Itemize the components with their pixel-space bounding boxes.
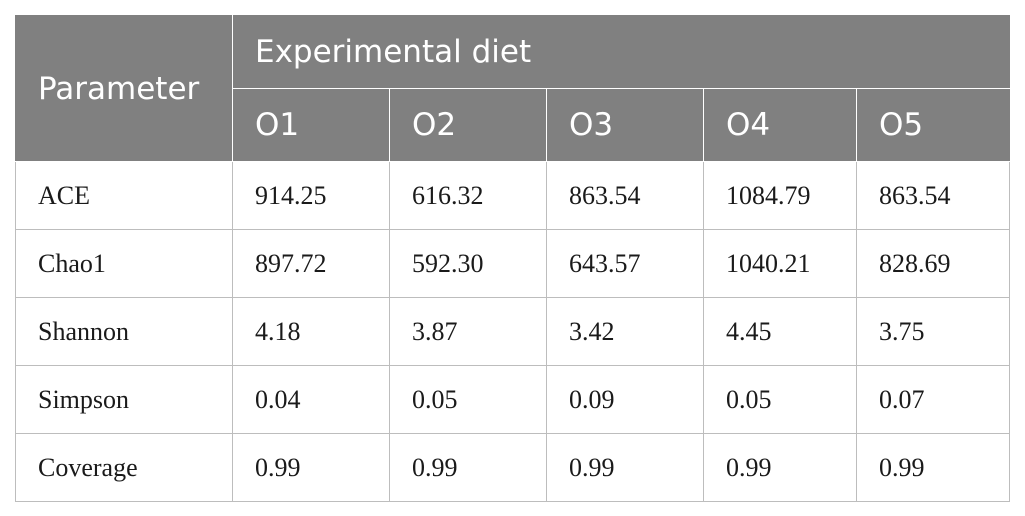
table-cell: 863.54: [546, 161, 704, 230]
table-cell: 0.99: [389, 433, 547, 502]
table-body: ACE 914.25 616.32 863.54 1084.79 863.54 …: [15, 161, 1011, 502]
header-col-o4: O4: [703, 88, 857, 162]
table-cell: 3.87: [389, 297, 547, 366]
table-cell: 0.07: [855, 365, 1011, 434]
header-col-o1: O1: [232, 88, 390, 162]
table-cell: 3.42: [546, 297, 704, 366]
header-col-o3: O3: [546, 88, 704, 162]
header-row-group: Parameter Experimental diet: [15, 15, 1011, 162]
table-cell: 0.09: [546, 365, 704, 434]
table-cell: 914.25: [232, 161, 390, 230]
table-row: Simpson 0.04 0.05 0.09 0.05 0.07: [15, 365, 1011, 434]
table-cell: 0.99: [703, 433, 857, 502]
table-cell: 592.30: [389, 229, 547, 298]
row-label: ACE: [15, 161, 233, 230]
table-cell: 0.05: [703, 365, 857, 434]
data-table-container: Parameter Experimental diet O1 O2 O3 O4 …: [15, 15, 1011, 502]
table-header: Parameter Experimental diet O1 O2 O3 O4 …: [15, 15, 1011, 162]
table-cell: 1040.21: [703, 229, 857, 298]
table-cell: 0.99: [855, 433, 1011, 502]
table-row: ACE 914.25 616.32 863.54 1084.79 863.54: [15, 161, 1011, 230]
header-col-o5: O5: [855, 88, 1011, 162]
table-cell: 897.72: [232, 229, 390, 298]
row-label: Simpson: [15, 365, 233, 434]
table-cell: 1084.79: [703, 161, 857, 230]
row-label: Chao1: [15, 229, 233, 298]
table-cell: 0.99: [232, 433, 390, 502]
header-row-columns: O1 O2 O3 O4 O5: [16, 88, 1011, 162]
row-label: Shannon: [15, 297, 233, 366]
table-cell: 828.69: [855, 229, 1011, 298]
table-cell: 0.04: [232, 365, 390, 434]
table-cell: 4.18: [232, 297, 390, 366]
table-row: Chao1 897.72 592.30 643.57 1040.21 828.6…: [15, 229, 1011, 298]
table-cell: 0.05: [389, 365, 547, 434]
table-cell: 0.99: [546, 433, 704, 502]
header-col-o2: O2: [389, 88, 547, 162]
header-parameter: Parameter: [15, 15, 233, 162]
data-table: Parameter Experimental diet O1 O2 O3 O4 …: [15, 15, 1011, 502]
table-cell: 4.45: [703, 297, 857, 366]
table-cell: 3.75: [855, 297, 1011, 366]
row-label: Coverage: [15, 433, 233, 502]
header-experimental-diet: Experimental diet: [231, 15, 1011, 89]
table-row: Coverage 0.99 0.99 0.99 0.99 0.99: [15, 433, 1011, 502]
table-cell: 643.57: [546, 229, 704, 298]
table-cell: 863.54: [855, 161, 1011, 230]
table-cell: 616.32: [389, 161, 547, 230]
table-row: Shannon 4.18 3.87 3.42 4.45 3.75: [15, 297, 1011, 366]
